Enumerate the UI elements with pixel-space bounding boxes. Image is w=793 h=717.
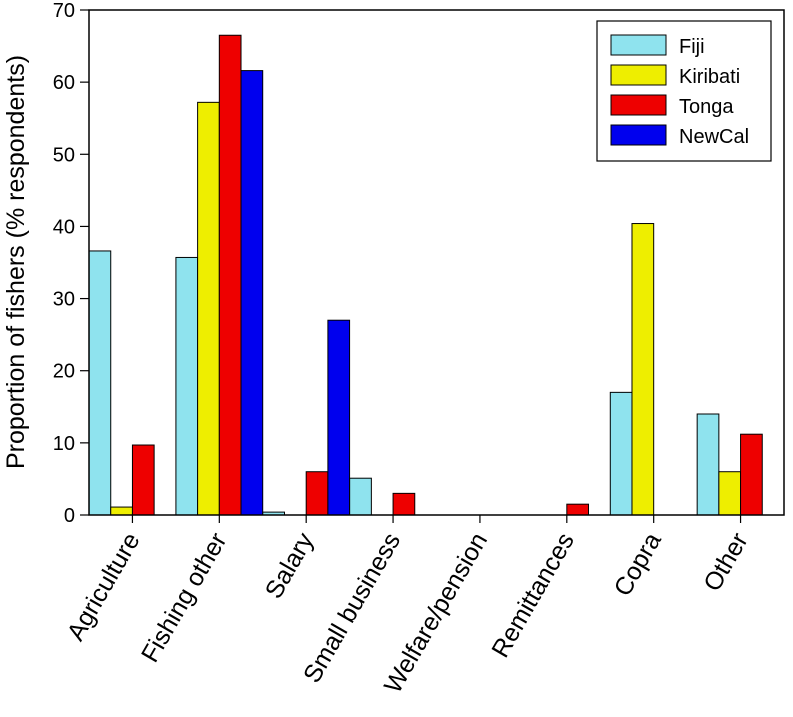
bar-fiji-4 <box>349 477 372 516</box>
bar-fiji-8 <box>696 413 720 516</box>
bar-fiji-2 <box>175 256 199 516</box>
bar-tonga-8 <box>740 433 763 516</box>
bar-newcal-2 <box>240 70 264 516</box>
bar-fiji-1 <box>88 250 112 516</box>
legend-label-kiribati: Kiribati <box>679 66 740 88</box>
legend-swatch-kiribati <box>610 64 667 86</box>
y-tick-label: 20 <box>53 361 75 383</box>
bar-kiribati-1 <box>110 506 133 516</box>
bar-tonga-2 <box>218 34 242 516</box>
x-tick-label: Remittances <box>486 528 580 662</box>
legend-label-fiji: Fiji <box>679 36 705 58</box>
legend-label-newcal: NewCal <box>679 126 749 148</box>
y-tick-label: 0 <box>64 505 75 527</box>
y-axis-label: Proportion of fishers (% respondents) <box>2 55 30 469</box>
x-tick-label: Fishing other <box>136 528 233 667</box>
y-tick-label: 50 <box>53 144 75 166</box>
legend: Fiji Kiribati Tonga NewCal <box>596 20 772 162</box>
y-axis-ticks: 0 10 20 30 40 50 60 70 <box>53 0 89 527</box>
plot-frame <box>88 9 785 516</box>
bar-tonga-1 <box>131 444 155 516</box>
bar-newcal-3 <box>327 319 351 516</box>
legend-swatch-tonga <box>610 94 667 116</box>
bar-fiji-7 <box>609 391 633 516</box>
legend-swatch-newcal <box>610 124 667 146</box>
y-tick-label: 10 <box>53 433 75 455</box>
bar-tonga-6 <box>566 503 590 516</box>
bar-kiribati-7 <box>631 223 655 516</box>
bar-tonga-4 <box>392 492 416 516</box>
x-tick-label: Agriculture <box>62 528 146 645</box>
x-tick-label: Other <box>698 528 754 596</box>
bar-kiribati-2 <box>197 101 220 516</box>
y-tick-label: 40 <box>53 216 75 238</box>
y-tick-label: 30 <box>53 289 75 311</box>
legend-swatch-fiji <box>610 34 667 56</box>
bar-kiribati-8 <box>718 471 742 516</box>
x-tick-label: Salary <box>260 528 320 604</box>
legend-label-tonga: Tonga <box>679 96 734 118</box>
x-tick-label: Copra <box>609 528 667 601</box>
y-tick-label: 60 <box>53 72 75 94</box>
bar-tonga-3 <box>305 471 329 516</box>
bars <box>88 34 763 516</box>
y-tick-label: 70 <box>53 0 75 22</box>
